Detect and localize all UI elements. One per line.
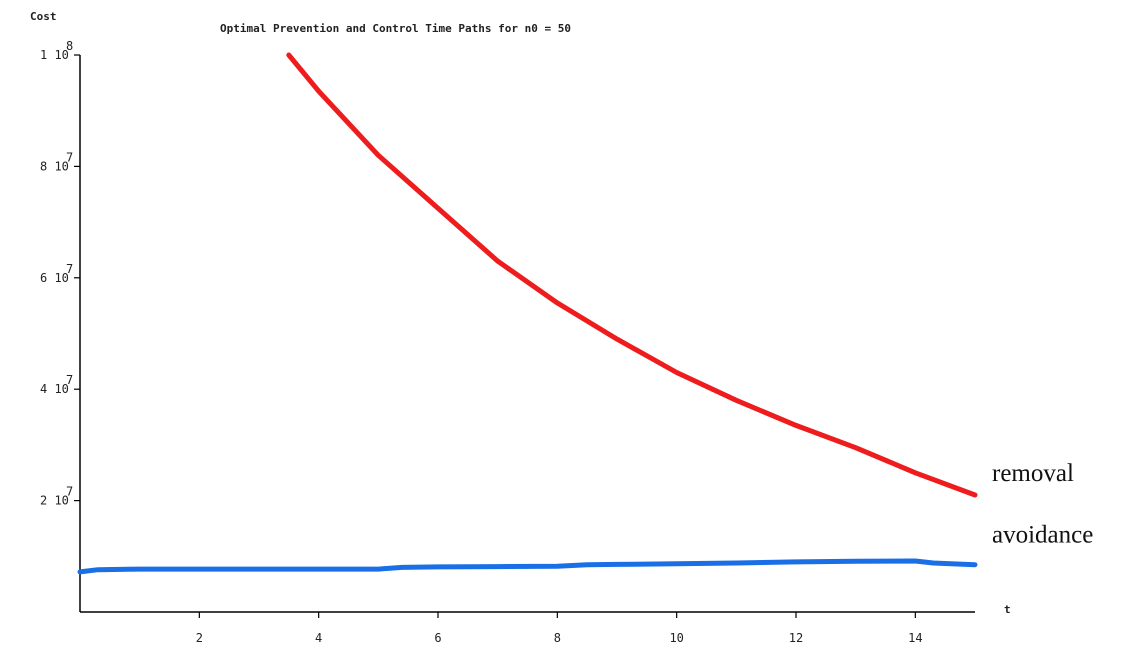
y-tick-exponent: 7 <box>66 262 73 276</box>
y-tick-exponent: 8 <box>66 39 73 53</box>
y-tick-label: 6 10 <box>40 271 69 285</box>
series-line-avoidance <box>77 558 978 575</box>
y-tick-exponent: 7 <box>66 373 73 387</box>
series-line-removal <box>286 52 978 498</box>
x-tick-label: 2 <box>196 631 203 645</box>
x-tick-label: 4 <box>315 631 322 645</box>
x-ticks: 2 4 6 8 10 12 14 <box>196 612 923 645</box>
y-tick-label: 1 10 <box>40 48 69 62</box>
y-tick-label: 2 10 <box>40 494 69 508</box>
x-tick-label: 6 <box>434 631 441 645</box>
x-tick-label: 12 <box>789 631 803 645</box>
y-tick-exponent: 7 <box>66 150 73 164</box>
x-axis-label: t <box>1004 603 1011 616</box>
series-label-avoidance: avoidance <box>992 522 1093 549</box>
x-tick-label: 14 <box>908 631 922 645</box>
y-tick-label: 8 10 <box>40 159 69 173</box>
y-axis-label: Cost <box>30 10 57 23</box>
chart-title: Optimal Prevention and Control Time Path… <box>220 22 571 35</box>
series-label-removal: removal <box>992 460 1074 487</box>
x-tick-label: 8 <box>554 631 561 645</box>
series-layer <box>77 52 978 575</box>
x-tick-label: 10 <box>669 631 683 645</box>
series-labels: removal avoidance <box>992 460 1093 549</box>
y-tick-label: 4 10 <box>40 382 69 396</box>
y-tick-exponent: 7 <box>66 485 73 499</box>
